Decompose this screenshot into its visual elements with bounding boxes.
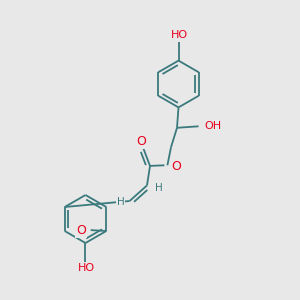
- Text: H: H: [117, 197, 124, 208]
- Text: O: O: [171, 160, 181, 173]
- Text: O: O: [76, 224, 86, 237]
- Text: OH: OH: [204, 121, 221, 131]
- Text: HO: HO: [170, 30, 188, 40]
- Text: H: H: [155, 183, 163, 193]
- Text: HO: HO: [77, 263, 95, 273]
- Text: O: O: [136, 135, 146, 148]
